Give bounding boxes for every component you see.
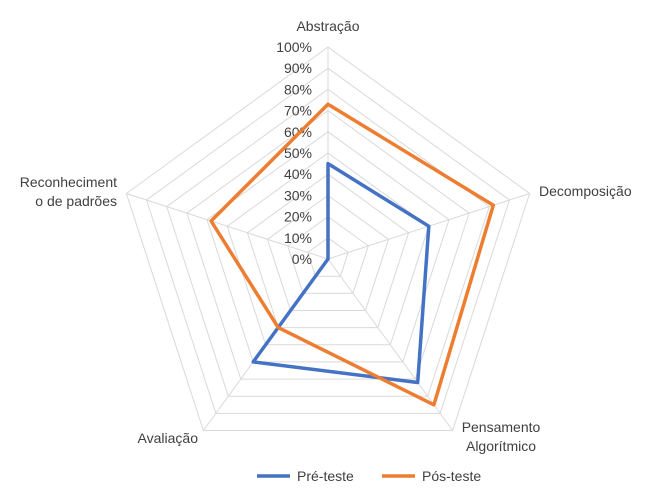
grid-ring (307, 237, 349, 277)
series-lines (209, 102, 496, 407)
axis-label: Decomposição (539, 183, 632, 199)
axis-labels: Abstração Decomposição Pensamento Algorítmi… (20, 18, 632, 454)
axis-label: Reconheciment o de padrões (20, 174, 117, 209)
axis-label: Avaliação (138, 430, 199, 446)
tick-label: 50% (284, 145, 312, 161)
grid-ring (125, 46, 531, 431)
series-line (251, 161, 431, 385)
grid-ring (287, 215, 369, 294)
tick-label: 10% (284, 230, 312, 246)
legend-label: Pós-teste (422, 468, 481, 484)
legend-label: Pré-teste (297, 468, 354, 484)
tick-label: 100% (276, 39, 312, 55)
grid-ring (246, 173, 410, 329)
grid-ring (145, 67, 511, 414)
radial-tick-labels: 0%10%20%30%40%50%60%70%80%90%100% (276, 39, 312, 267)
tick-label: 80% (284, 81, 312, 97)
tick-label: 30% (284, 187, 312, 203)
grid-ring (266, 194, 390, 311)
grid-spoke (126, 193, 329, 260)
tick-label: 0% (292, 251, 312, 267)
tick-label: 40% (284, 166, 312, 182)
grid-ring (186, 109, 470, 380)
tick-label: 90% (284, 60, 312, 76)
legend: Pré-teste Pós-teste (257, 468, 481, 484)
axis-label: Pensamento Algorítmico (462, 419, 541, 454)
series-line (209, 102, 496, 407)
tick-label: 20% (284, 209, 312, 225)
tick-label: 70% (284, 103, 312, 119)
axis-label: Abstração (296, 18, 359, 34)
